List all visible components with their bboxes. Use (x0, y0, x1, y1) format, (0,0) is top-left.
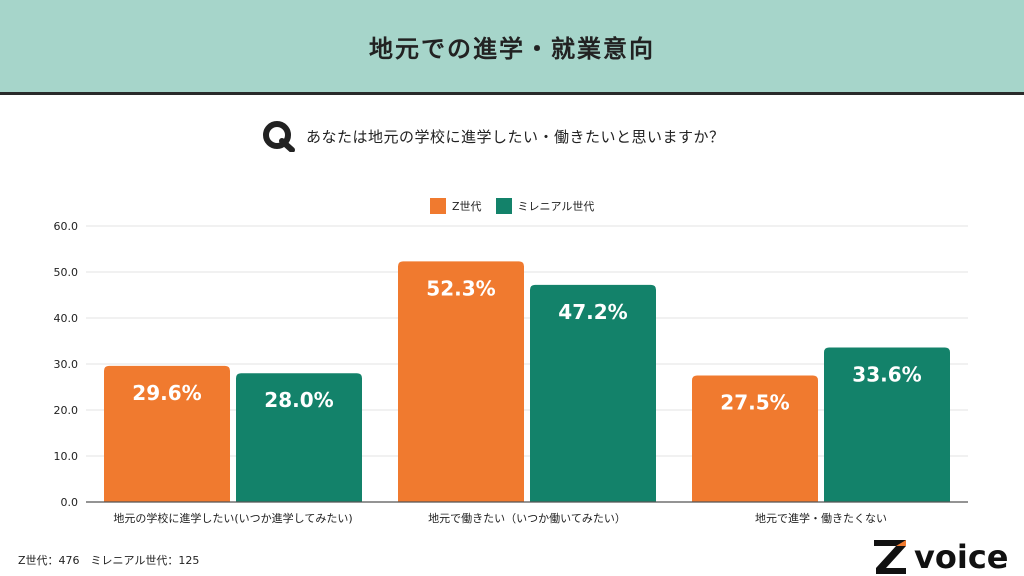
sample-size-note: Z世代：476 ミレニアル世代：125 (18, 552, 199, 568)
x-category-label: 地元で働きたい（いつか働いてみたい） (428, 512, 626, 525)
y-tick-label: 30.0 (54, 358, 79, 371)
y-tick-label: 40.0 (54, 312, 79, 325)
bar-value-label: 47.2% (558, 300, 627, 324)
y-tick-label: 10.0 (54, 450, 79, 463)
brand-logo: voice (872, 528, 1022, 576)
y-tick-label: 50.0 (54, 266, 79, 279)
bar-value-label: 29.6% (132, 381, 201, 405)
bar-value-label: 27.5% (720, 391, 789, 415)
y-tick-label: 20.0 (54, 404, 79, 417)
x-category-label: 地元の学校に進学したい(いつか進学してみたい) (113, 511, 352, 525)
y-tick-label: 0.0 (61, 496, 79, 509)
z-logo-icon (872, 536, 910, 576)
y-tick-label: 60.0 (54, 220, 79, 233)
x-category-label: 地元で進学・働きたくない (755, 511, 887, 525)
bar-value-label: 52.3% (426, 276, 495, 300)
bar-value-label: 28.0% (264, 388, 333, 412)
logo-text: voice (914, 538, 1008, 576)
bar-value-label: 33.6% (852, 362, 921, 386)
